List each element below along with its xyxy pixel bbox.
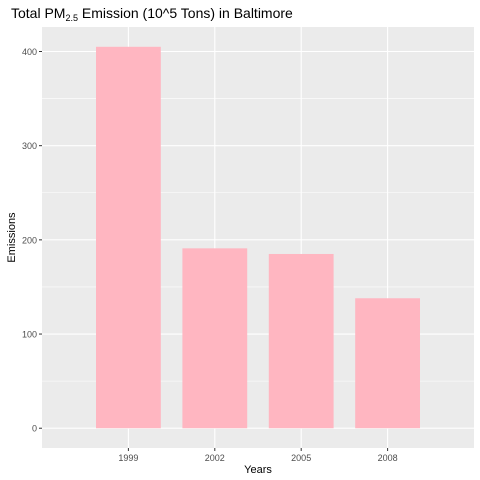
bar-2005 [268,253,334,429]
y-tick-label: 400 [22,47,37,57]
bar-1999 [96,46,161,429]
chart-title-subscript: 2.5 [65,13,78,23]
y-tick-label: 200 [22,235,37,245]
bar-2002 [182,248,248,429]
chart-title: Total PM2.5 Emission (10^5 Tons) in Balt… [11,5,293,23]
y-axis-label: Emissions [6,212,18,263]
y-tick-label: 0 [32,424,37,434]
x-tick-label: 2008 [378,453,398,463]
y-tick-label: 100 [22,330,37,340]
x-axis-label: Years [244,464,272,476]
x-tick-label: 2002 [205,453,225,463]
bar-2008 [355,298,420,429]
chart-title-suffix: Emission (10^5 Tons) in Baltimore [77,5,293,21]
chart-title-prefix: Total PM [11,5,66,21]
y-tick-label: 300 [22,141,37,151]
x-tick-label: 1999 [118,453,138,463]
x-tick-label: 2005 [291,453,311,463]
